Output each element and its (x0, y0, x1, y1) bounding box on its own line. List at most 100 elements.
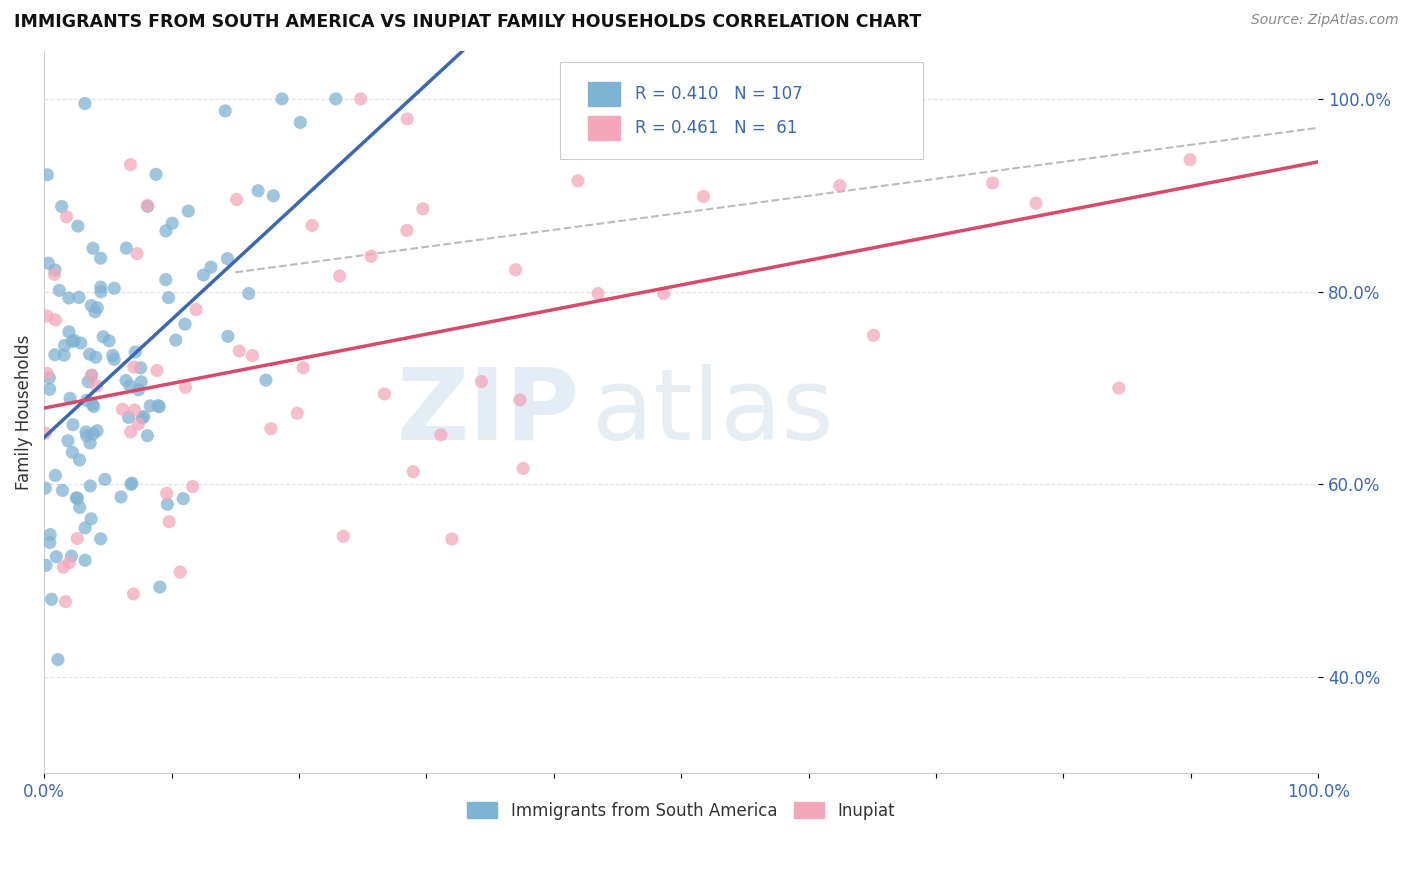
Point (55, 594, 77, 608)
Point (56, 434, 79, 448)
Point (828, 178, 851, 193)
Point (217, 252, 239, 266)
Point (44, 313, 66, 327)
Point (44, 348, 66, 362)
Point (45, 549, 67, 564)
Point (86, 301, 108, 315)
Point (440, 532, 463, 546)
Point (44, 268, 66, 282)
Point (512, 461, 534, 475)
Point (121, 476, 143, 491)
Point (38, 370, 60, 384)
Point (90, 285, 112, 299)
Point (652, 286, 675, 301)
Bar (588, 117, 620, 139)
Point (60, 334, 83, 349)
Point (247, 184, 270, 198)
Point (124, 403, 146, 417)
Point (39, 527, 62, 541)
Point (83, 400, 105, 414)
Point (214, 103, 236, 118)
Point (832, 143, 855, 157)
Point (122, 587, 145, 601)
Point (586, 286, 609, 301)
Text: Source: ZipAtlas.com: Source: ZipAtlas.com (1251, 13, 1399, 28)
Point (177, 204, 200, 219)
Point (136, 199, 159, 213)
Point (60, 549, 83, 563)
Point (350, 92, 373, 106)
Point (325, 92, 347, 106)
Point (80, 368, 103, 383)
Point (82, 426, 104, 441)
Point (136, 198, 159, 212)
Point (58, 325, 80, 339)
Point (35, 558, 58, 573)
Point (115, 374, 138, 388)
Point (329, 268, 352, 283)
Text: atlas: atlas (592, 364, 834, 460)
Point (567, 174, 589, 188)
Point (373, 387, 395, 401)
Point (75, 553, 97, 567)
Point (66, 219, 89, 233)
Point (79, 347, 101, 361)
Point (120, 477, 142, 491)
Point (60, 445, 83, 459)
Point (240, 349, 263, 363)
Point (120, 425, 142, 439)
Point (46, 652, 69, 666)
Point (146, 363, 169, 377)
Point (174, 317, 197, 331)
Point (862, 328, 884, 343)
Point (132, 409, 155, 424)
Point (509, 392, 531, 407)
Point (169, 565, 191, 579)
Point (84, 305, 107, 319)
Point (131, 410, 153, 425)
Point (129, 375, 152, 389)
Point (80, 368, 103, 383)
Point (165, 333, 187, 347)
Point (73, 96, 96, 111)
Point (66, 532, 89, 546)
Point (124, 345, 146, 359)
Point (156, 497, 179, 511)
Point (692, 189, 714, 203)
Point (48, 284, 70, 298)
Point (115, 241, 138, 255)
Point (75, 521, 97, 535)
Point (122, 359, 145, 374)
Point (412, 202, 434, 216)
Point (238, 286, 260, 301)
Point (86, 379, 108, 393)
Point (156, 486, 179, 500)
Point (52, 560, 75, 574)
Point (34, 481, 56, 495)
Point (90, 280, 112, 294)
Point (193, 268, 215, 282)
Point (148, 400, 170, 414)
Point (35, 309, 58, 323)
Point (37, 367, 59, 381)
Point (262, 189, 284, 203)
Point (69, 500, 91, 515)
Point (44, 468, 66, 483)
Text: ZIP: ZIP (396, 364, 579, 460)
Point (225, 193, 247, 207)
Point (172, 491, 194, 506)
Point (63, 334, 86, 348)
Point (67, 290, 90, 304)
Point (117, 410, 139, 425)
Point (62, 417, 84, 432)
Point (155, 273, 177, 287)
Point (44, 263, 66, 277)
Point (79, 436, 101, 450)
Point (53, 348, 76, 362)
Point (79, 479, 101, 493)
Point (110, 490, 132, 504)
Text: R = 0.410   N = 107: R = 0.410 N = 107 (636, 85, 803, 103)
Point (76, 393, 98, 408)
Point (200, 260, 222, 274)
Point (396, 112, 419, 126)
